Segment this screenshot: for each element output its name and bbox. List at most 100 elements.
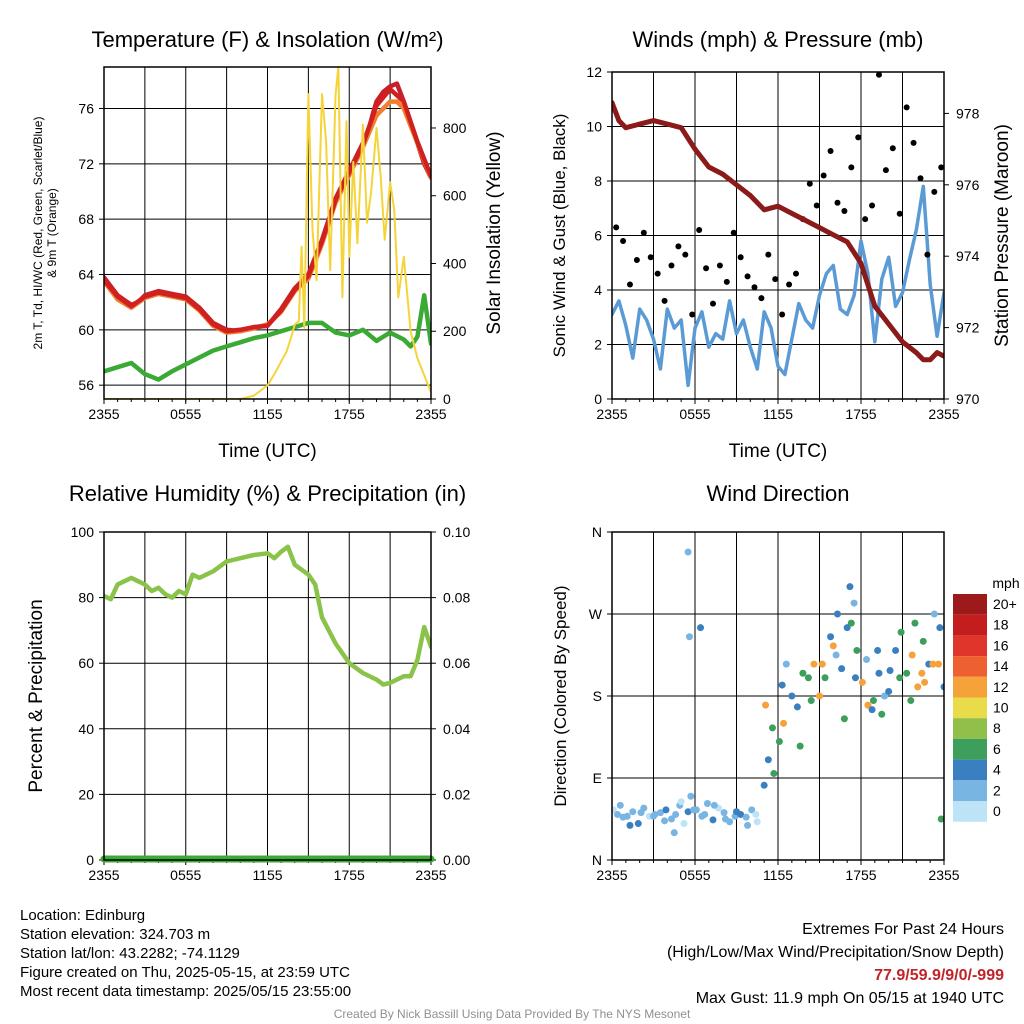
dir-direction-point xyxy=(780,719,788,727)
dir-direction-point xyxy=(623,812,631,820)
temp-y-tick-label: 60 xyxy=(78,322,94,338)
rh-x-tick-label: 2355 xyxy=(415,867,446,883)
rh-y2-tick-label: 0.04 xyxy=(443,721,470,737)
winds-gust-point xyxy=(910,139,917,146)
winds-gust-point xyxy=(668,262,675,269)
credit-line: Created By Nick Bassill Using Data Provi… xyxy=(333,1007,691,1021)
dir-y-tick-label: N xyxy=(592,852,602,868)
dir-direction-point xyxy=(656,809,664,817)
winds-y2-tick-label: 978 xyxy=(956,105,980,121)
rh-y2-tick-label: 0.00 xyxy=(443,852,470,868)
dir-x-tick-label: 1755 xyxy=(845,867,876,883)
dir-direction-point xyxy=(650,812,657,820)
dir-direction-point xyxy=(885,687,893,695)
winds-y-tick-label: 12 xyxy=(586,64,602,80)
rh-y-tick-label: 80 xyxy=(78,590,94,606)
dir-legend-label: 12 xyxy=(993,679,1009,695)
rh-y-label: Percent & Precipitation xyxy=(26,599,47,792)
dir-direction-point xyxy=(827,633,835,641)
dir-title: Wind Direction xyxy=(706,481,849,506)
winds-gust-point xyxy=(889,145,896,152)
dir-direction-point xyxy=(685,633,693,641)
dir-legend: mph 20+ 18 16 14 12 10 8 6 4 2 0 xyxy=(953,575,1020,822)
winds-title: Winds (mph) & Pressure (mb) xyxy=(633,27,924,52)
dir-direction-point xyxy=(616,801,624,809)
winds-gust-point xyxy=(917,175,924,182)
rh-y-tick-label: 0 xyxy=(86,852,94,868)
dir-y-tick-label: W xyxy=(589,606,603,622)
winds-y-tick-label: 10 xyxy=(586,119,602,135)
dir-direction-point xyxy=(858,678,866,686)
dir-direction-point xyxy=(662,806,670,814)
temp-y-label-1: 2m T, Td, HI/WC (Red, Green, Scarlet/Blu… xyxy=(31,117,45,350)
dir-direction-point xyxy=(918,669,926,677)
dir-direction-point xyxy=(936,624,944,632)
dir-direction-point xyxy=(881,692,889,700)
winds-x-tick-label: 2355 xyxy=(596,406,627,422)
dir-y-tick-label: E xyxy=(593,770,602,786)
extremes-title: Extremes For Past 24 Hours xyxy=(802,921,1004,938)
dir-x-tick-label: 2355 xyxy=(596,867,627,883)
extremes-values: 77.9/59.9/9/0/-999 xyxy=(874,967,1004,984)
winds-gust-point xyxy=(869,202,876,209)
dir-direction-point xyxy=(853,646,861,654)
winds-y-tick-label: 2 xyxy=(594,337,602,353)
winds-series-sonic-wind xyxy=(612,184,944,388)
dir-direction-point xyxy=(903,669,911,677)
winds-gust-point xyxy=(633,257,640,264)
dir-direction-point xyxy=(843,624,851,632)
dir-direction-point xyxy=(701,810,709,818)
dir-border xyxy=(611,531,945,861)
winds-gust-point xyxy=(931,188,938,195)
dir-direction-point xyxy=(710,801,718,809)
dir-legend-swatch xyxy=(953,759,987,781)
dir-direction-point xyxy=(720,809,728,817)
station-latlon: Station lat/lon: 43.2282; -74.1129 xyxy=(20,945,240,962)
dir-direction-point xyxy=(919,637,927,645)
rh-title: Relative Humidity (%) & Precipitation (i… xyxy=(69,481,466,506)
dir-direction-point xyxy=(748,806,756,814)
temp-x-tick-label: 0555 xyxy=(170,406,201,422)
dir-direction-point xyxy=(832,651,840,659)
winds-gust-point xyxy=(661,297,668,304)
dir-direction-point xyxy=(908,651,916,659)
temp-y2-tick-label: 600 xyxy=(443,188,467,204)
winds-gust-point xyxy=(772,276,779,283)
winds-gust-point xyxy=(848,164,855,171)
dir-direction-point xyxy=(614,810,622,818)
winds-y2-tick-label: 970 xyxy=(956,391,980,407)
temp-series-td xyxy=(104,293,431,382)
winds-border xyxy=(611,71,945,400)
dir-direction-point xyxy=(807,697,815,705)
rh-y2-tick-label: 0.06 xyxy=(443,655,470,671)
rh-x-tick-label: 0555 xyxy=(170,867,201,883)
dir-legend-label: 4 xyxy=(993,762,1001,778)
dir-direction-point xyxy=(744,821,752,829)
temp-y2-tick-label: 200 xyxy=(443,323,467,339)
winds-y-tick-label: 8 xyxy=(594,173,602,189)
rh-series-relative-humidity xyxy=(104,544,431,687)
dir-direction-point xyxy=(847,619,855,627)
winds-gust-point xyxy=(613,224,620,231)
winds-gust-point xyxy=(640,229,647,236)
dir-direction-point xyxy=(796,742,804,750)
winds-gust-point xyxy=(841,207,848,214)
dir-direction-point xyxy=(886,666,894,674)
rh-y-tick-label: 40 xyxy=(78,721,94,737)
dir-direction-point xyxy=(684,808,692,816)
rh-y-tick-label: 20 xyxy=(78,786,94,802)
dir-direction-point xyxy=(921,678,929,686)
dir-direction-point xyxy=(864,701,872,709)
dir-legend-swatch xyxy=(953,718,987,739)
dir-direction-point xyxy=(764,756,772,764)
dir-legend-label: 16 xyxy=(993,637,1009,653)
dir-chart: 2355 0555 1155 1755 2355 Wind Direction N E S W N D… xyxy=(551,481,1020,883)
rh-chart: 2355 0555 1155 1755 2355 Relative Humidity (%… xyxy=(26,481,470,883)
winds-gust-point xyxy=(779,311,786,318)
dir-direction-point xyxy=(762,701,770,709)
dir-direction-point xyxy=(661,817,669,825)
dir-direction-point xyxy=(929,660,937,668)
dir-direction-point xyxy=(770,769,778,777)
winds-x-tick-label: 1755 xyxy=(845,406,876,422)
winds-gust-point xyxy=(709,300,716,307)
